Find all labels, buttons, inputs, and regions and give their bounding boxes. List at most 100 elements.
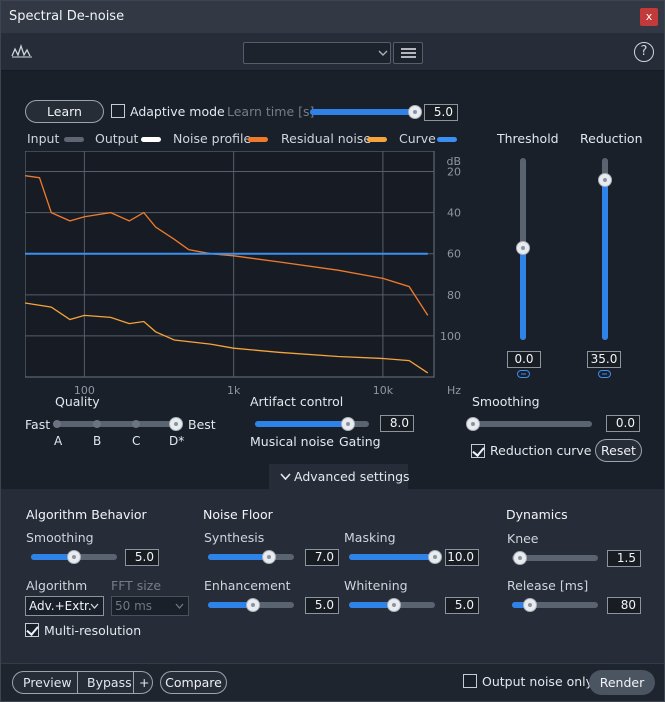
ab-smoothing-knob[interactable] [67, 550, 81, 564]
release-knob[interactable] [523, 598, 537, 612]
x-axis-label: Hz [447, 384, 461, 397]
x-tick-label: 100 [74, 384, 95, 397]
reduction-knob[interactable] [598, 173, 612, 187]
legend-output-swatch[interactable] [141, 137, 161, 142]
synthesis-value[interactable]: 7.0 [305, 549, 339, 566]
advanced-settings-toggle[interactable]: Advanced settings [269, 464, 410, 490]
learn-time-knob[interactable] [408, 105, 422, 119]
waveform-logo-icon [11, 43, 32, 58]
quality-step-a[interactable] [53, 420, 61, 428]
fft-size-label: FFT size [111, 578, 162, 593]
enhancement-knob[interactable] [246, 598, 260, 612]
title-bar: Spectral De-noise x [1, 1, 664, 33]
learn-time-fill [310, 109, 414, 115]
synthesis-knob[interactable] [262, 550, 276, 564]
chart-plot-area [25, 151, 435, 378]
output-noise-only-checkbox[interactable] [463, 674, 477, 688]
knee-value[interactable]: 1.5 [607, 550, 641, 567]
artifact-control-fill [255, 421, 347, 427]
reduction-link-icon[interactable] [598, 370, 611, 378]
chevron-down-icon [175, 603, 184, 609]
noise-floor-title: Noise Floor [203, 507, 273, 522]
reduction-curve-checkbox[interactable] [471, 444, 485, 458]
reduction-value[interactable]: 35.0 [587, 351, 621, 368]
chevron-down-icon [280, 473, 291, 481]
render-button[interactable]: Render [589, 670, 655, 695]
musical-noise-label: Musical noise [250, 434, 334, 449]
learn-time-label: Learn time [s] [227, 104, 315, 119]
algorithm-dropdown[interactable]: Adv.+Extr. [25, 596, 104, 616]
bypass-plus-button[interactable]: + [139, 675, 150, 690]
adaptive-mode-label: Adaptive mode [130, 104, 225, 119]
divider [133, 672, 134, 693]
quality-option-a: A [54, 434, 63, 448]
chevron-down-icon [90, 603, 99, 609]
whitening-value[interactable]: 5.0 [445, 597, 479, 614]
advanced-panel [1, 489, 664, 663]
quality-step-b[interactable] [93, 420, 101, 428]
algorithm-value: Adv.+Extr. [29, 599, 92, 613]
enhancement-fill [208, 602, 253, 608]
legend-input-swatch[interactable] [64, 137, 84, 142]
knee-knob[interactable] [513, 551, 527, 565]
quality-option-c: C [132, 434, 141, 448]
threshold-knob[interactable] [516, 241, 530, 255]
multi-resolution-checkbox[interactable] [25, 623, 39, 637]
threshold-value[interactable]: 0.0 [507, 351, 541, 368]
ab-smoothing-label: Smoothing [26, 530, 94, 545]
output-noise-only-label: Output noise only [482, 674, 594, 689]
release-slider[interactable] [512, 602, 598, 608]
fft-size-value: 50 ms [115, 599, 153, 613]
artifact-control-value[interactable]: 8.0 [380, 415, 414, 432]
hamburger-menu-icon [401, 48, 416, 58]
knee-slider[interactable] [512, 555, 598, 561]
compare-button[interactable]: Compare [160, 671, 227, 694]
y-tick-label: 100 [440, 330, 461, 343]
quality-slider[interactable] [53, 421, 177, 427]
ab-smoothing-value[interactable]: 5.0 [125, 549, 159, 566]
enhancement-value[interactable]: 5.0 [305, 597, 339, 614]
smoothing-main-knob[interactable] [466, 417, 480, 431]
preview-button[interactable]: Preview [23, 675, 72, 690]
legend-output-label: Output [95, 131, 139, 146]
release-value[interactable]: 80 [607, 597, 641, 614]
advanced-settings-label: Advanced settings [294, 469, 410, 484]
threshold-link-icon[interactable] [517, 370, 530, 378]
smoothing-main-value[interactable]: 0.0 [606, 415, 640, 432]
reset-button[interactable]: Reset [595, 439, 642, 462]
preset-dropdown[interactable] [243, 42, 391, 64]
legend-input-label: Input [27, 131, 60, 146]
threshold-label: Threshold [497, 131, 559, 146]
legend-curve-swatch[interactable] [437, 137, 457, 142]
help-button[interactable]: ? [634, 42, 654, 62]
quality-step-c[interactable] [132, 420, 140, 428]
masking-value[interactable]: 10.0 [445, 549, 479, 566]
bypass-button[interactable]: Bypass [87, 675, 132, 690]
fft-size-dropdown[interactable]: 50 ms [111, 596, 189, 616]
quality-knob[interactable] [169, 417, 183, 431]
masking-knob[interactable] [428, 550, 442, 564]
masking-label: Masking [344, 530, 396, 545]
preset-menu-button[interactable] [393, 42, 423, 64]
window-title: Spectral De-noise [9, 9, 125, 24]
legend-residual-noise-swatch[interactable] [367, 137, 387, 142]
legend-noise-profile-swatch[interactable] [248, 137, 268, 142]
adaptive-mode-checkbox[interactable] [111, 104, 125, 118]
y-tick-label: 80 [447, 289, 461, 302]
whitening-knob[interactable] [387, 598, 401, 612]
close-button[interactable]: x [640, 8, 658, 26]
y-tick-label: 40 [447, 207, 461, 220]
learn-button[interactable]: Learn [25, 100, 104, 123]
x-tick-label: 10k [373, 384, 394, 397]
algorithm-label: Algorithm [26, 578, 88, 593]
whitening-label: Whitening [344, 578, 408, 593]
y-tick-label: dB [446, 155, 461, 168]
smoothing-main-slider[interactable] [472, 421, 592, 427]
legend-curve-label: Curve [399, 131, 436, 146]
x-tick-label: 1k [227, 384, 241, 397]
divider [77, 672, 78, 693]
artifact-control-knob[interactable] [341, 417, 355, 431]
learn-time-value[interactable]: 5.0 [424, 104, 458, 121]
